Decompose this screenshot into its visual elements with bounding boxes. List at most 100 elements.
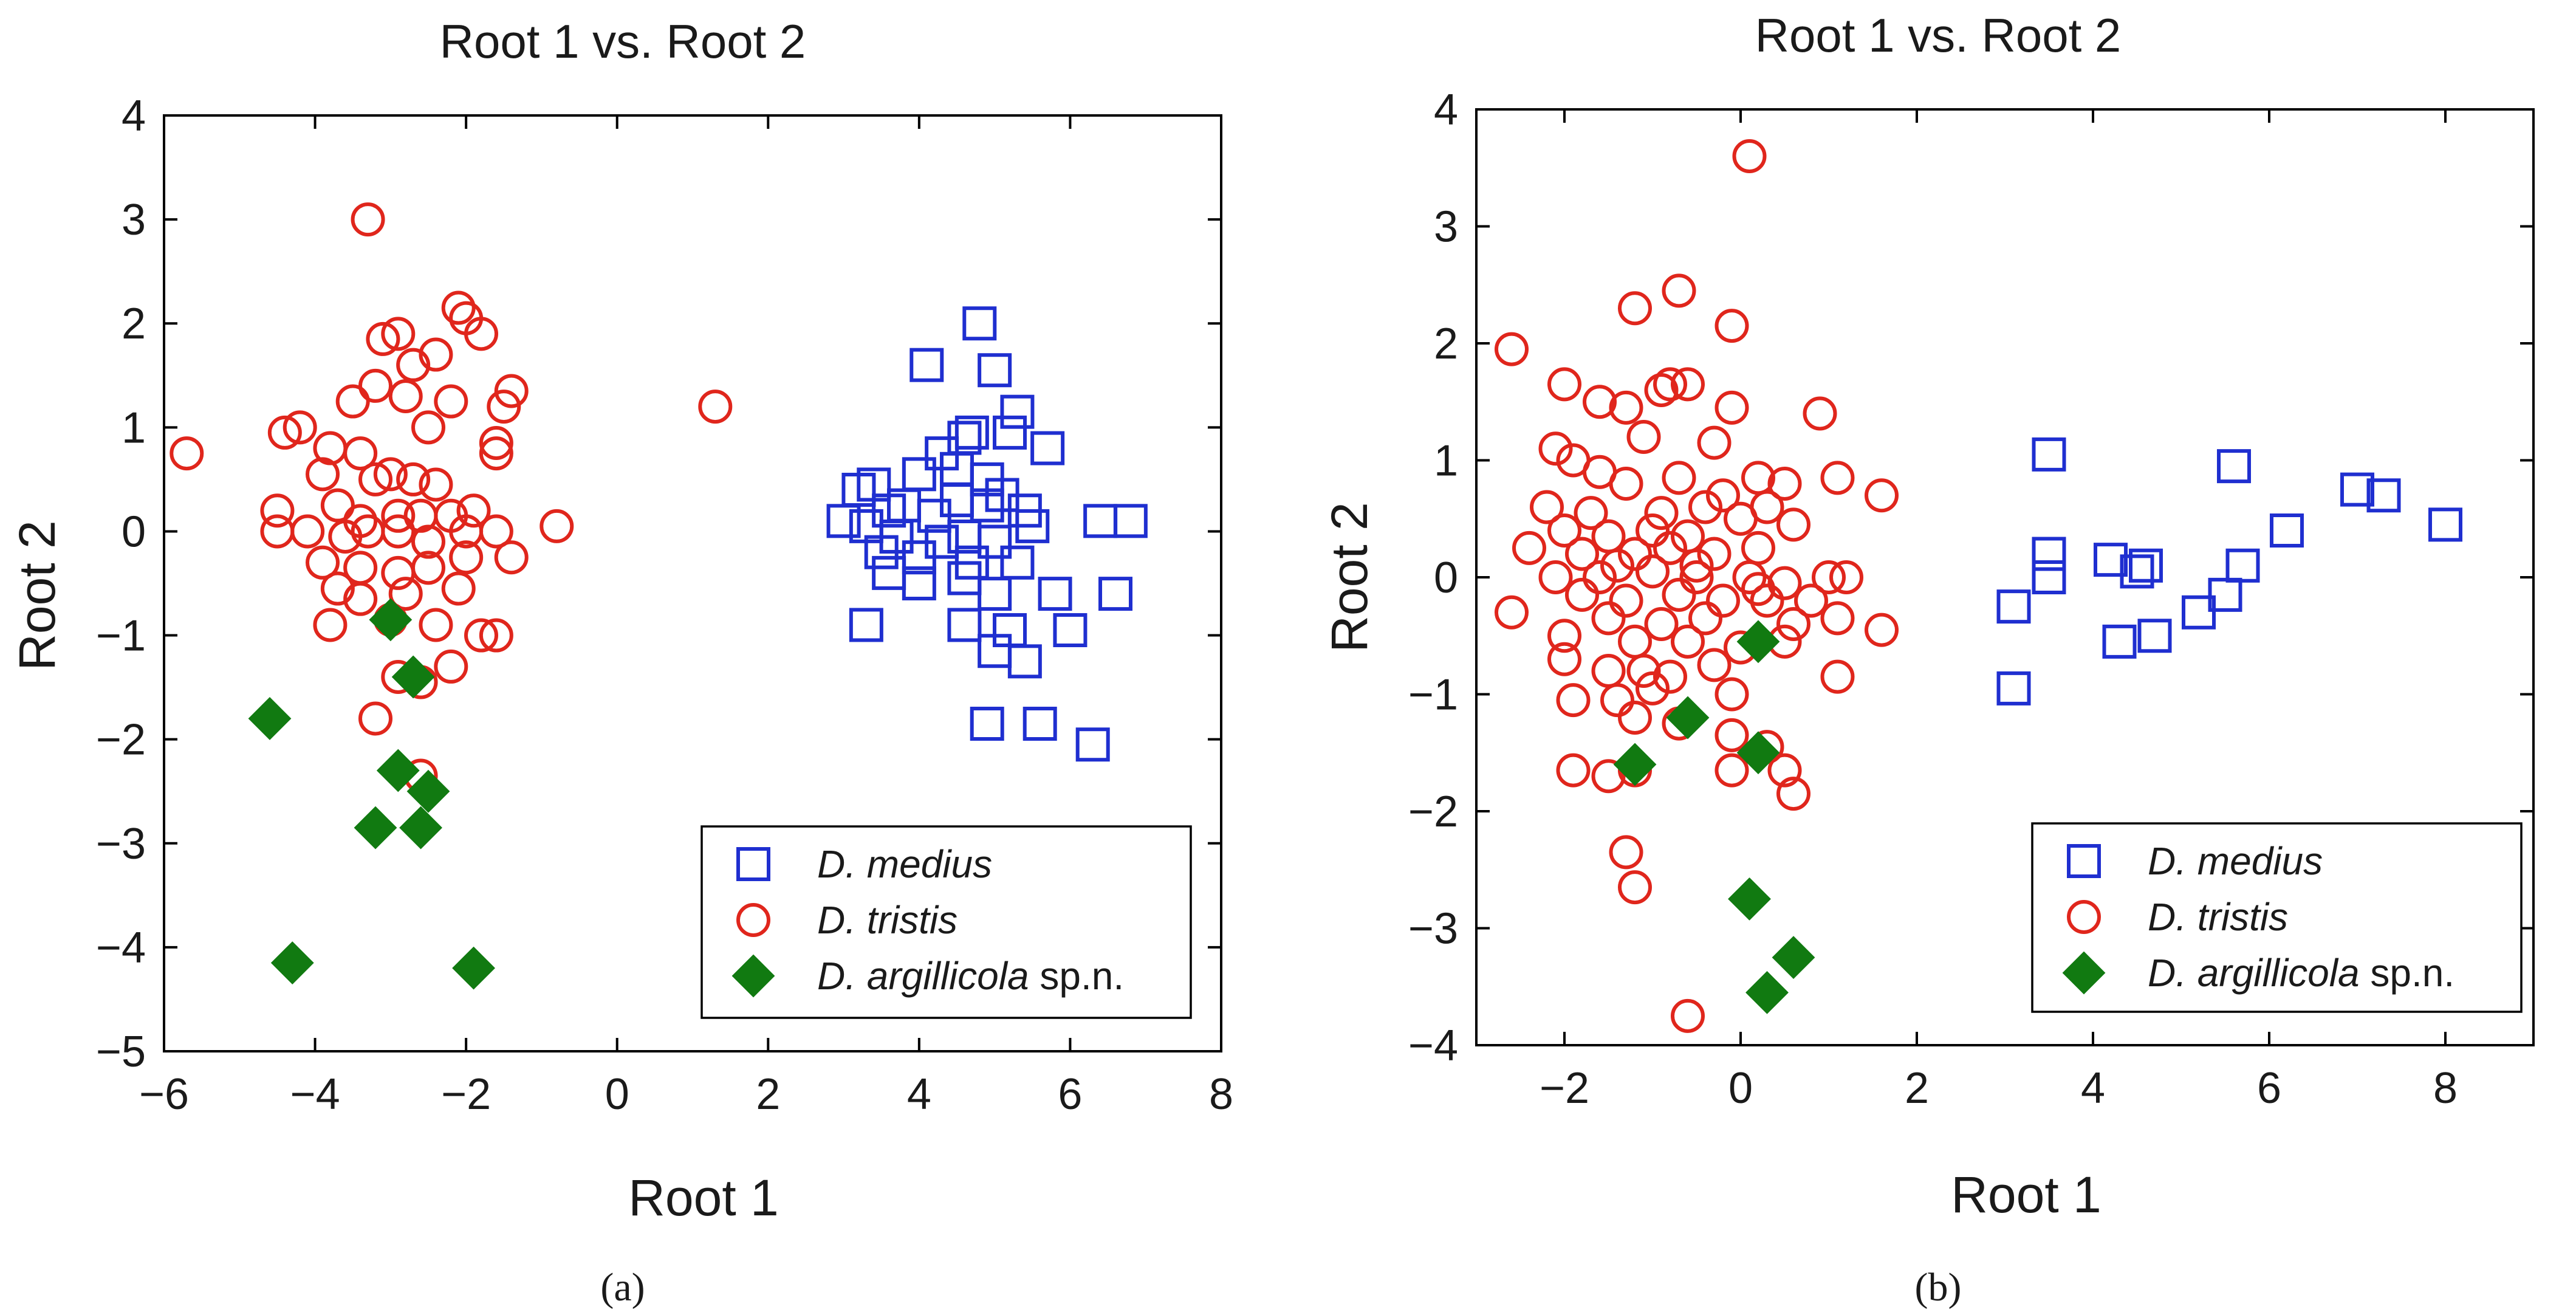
y-tick-label: −2	[1408, 788, 1458, 836]
data-point-square	[826, 504, 861, 538]
data-point-circle	[1565, 577, 1599, 612]
data-point-circle	[1741, 530, 1775, 565]
data-point-square	[2208, 577, 2242, 612]
data-point-circle	[1767, 467, 1802, 501]
data-point-circle	[1671, 624, 1705, 659]
series-square	[1996, 437, 2462, 706]
data-point-circle	[1618, 537, 1652, 571]
y-tick-label: 2	[1434, 320, 1458, 368]
data-point-circle	[388, 577, 423, 611]
data-point-circle	[1776, 507, 1810, 542]
data-point-circle	[1714, 753, 1749, 788]
data-point-circle	[1618, 870, 1652, 905]
legend-entry-label: D. tristis	[2148, 895, 2288, 939]
data-point-circle	[306, 457, 340, 492]
series-diamond	[248, 598, 495, 990]
y-tick-label: −4	[1408, 1021, 1458, 1070]
data-point-circle	[1803, 396, 1837, 431]
y-tick-label: 3	[1434, 203, 1458, 252]
data-point-circle	[351, 514, 385, 549]
data-point-circle	[1618, 624, 1652, 659]
data-point-circle	[419, 608, 453, 642]
data-point-circle	[343, 582, 378, 616]
x-tick-label: −2	[441, 1070, 491, 1119]
y-tick-label: −4	[96, 924, 146, 972]
data-point-circle	[419, 467, 453, 502]
x-tick-label: 6	[1058, 1070, 1082, 1119]
data-point-circle	[373, 457, 408, 492]
data-point-circle	[1732, 139, 1767, 173]
data-point-circle	[1618, 701, 1652, 735]
chart-title: Root 1 vs. Root 2	[440, 15, 806, 68]
panel-label: (a)	[600, 1265, 645, 1310]
data-point-circle	[1697, 537, 1732, 571]
data-point-diamond	[1745, 970, 1789, 1014]
data-point-circle	[1600, 548, 1634, 583]
data-point-circle	[479, 426, 513, 460]
data-point-circle	[1636, 513, 1670, 548]
data-point-diamond	[406, 769, 450, 813]
data-point-circle	[1776, 607, 1810, 641]
data-point-circle	[260, 493, 295, 528]
data-point-square	[2129, 548, 2163, 583]
data-point-diamond	[1728, 877, 1771, 921]
data-point-circle	[1547, 513, 1581, 548]
data-point-circle	[1591, 601, 1626, 636]
data-point-circle	[1538, 560, 1573, 594]
data-point-circle	[1714, 718, 1749, 752]
data-point-circle	[1547, 642, 1581, 676]
data-point-circle	[456, 493, 491, 528]
data-point-circle	[1495, 595, 1529, 630]
data-point-circle	[411, 551, 445, 585]
data-point-circle	[290, 514, 325, 549]
data-point-circle	[1750, 583, 1784, 618]
series-diamond	[1613, 620, 1815, 1014]
data-point-diamond	[1613, 743, 1657, 786]
data-point-circle	[698, 390, 733, 424]
data-point-circle	[1829, 560, 1863, 594]
data-point-circle	[1600, 683, 1634, 718]
data-point-diamond	[369, 598, 413, 642]
y-tick-label: 2	[122, 300, 146, 348]
x-tick-label: 8	[1209, 1070, 1233, 1119]
data-point-square	[2270, 513, 2304, 548]
data-point-circle	[1583, 560, 1617, 594]
data-point-circle	[494, 540, 529, 575]
data-point-circle	[1609, 835, 1643, 870]
data-point-square	[2102, 624, 2137, 659]
data-point-circle	[1794, 583, 1828, 618]
data-point-circle	[1662, 273, 1696, 308]
data-point-circle	[1495, 332, 1529, 366]
x-tick-label: 4	[2081, 1064, 2105, 1113]
data-point-circle	[479, 436, 513, 471]
y-tick-label: 4	[1434, 86, 1458, 134]
data-point-circle	[1644, 607, 1679, 641]
x-tick-label: −4	[290, 1070, 340, 1119]
data-point-circle	[1556, 683, 1591, 718]
data-point-square	[962, 306, 997, 341]
y-tick-label: −5	[96, 1028, 146, 1076]
data-point-circle	[434, 649, 468, 684]
data-point-diamond	[391, 655, 435, 699]
data-point-circle	[1697, 648, 1732, 682]
data-point-diamond	[376, 749, 420, 792]
data-point-circle	[1609, 583, 1643, 618]
data-point-circle	[1547, 619, 1581, 653]
data-point-diamond	[248, 697, 292, 740]
data-point-square	[978, 524, 1012, 559]
data-point-circle	[1724, 501, 1758, 536]
plot-area-frame	[163, 114, 1222, 1052]
legend-entry-label: D. medius	[817, 842, 992, 886]
data-point-square	[978, 577, 1012, 611]
data-point-circle	[260, 514, 295, 549]
data-point-circle	[449, 540, 484, 575]
data-points	[1495, 139, 2462, 1033]
axis-ticks: −6 −4 −2 0 2 4 6 8 −5 −4 −3 −2 −1 0 1 2 3 4	[96, 92, 1233, 1119]
data-point-circle	[1820, 601, 1855, 636]
data-point-circle	[306, 545, 340, 580]
data-point-circle	[1820, 659, 1855, 694]
data-point-circle	[1706, 478, 1740, 513]
data-point-diamond	[452, 946, 495, 990]
data-point-circle	[1644, 373, 1679, 407]
data-point-circle	[411, 524, 445, 559]
